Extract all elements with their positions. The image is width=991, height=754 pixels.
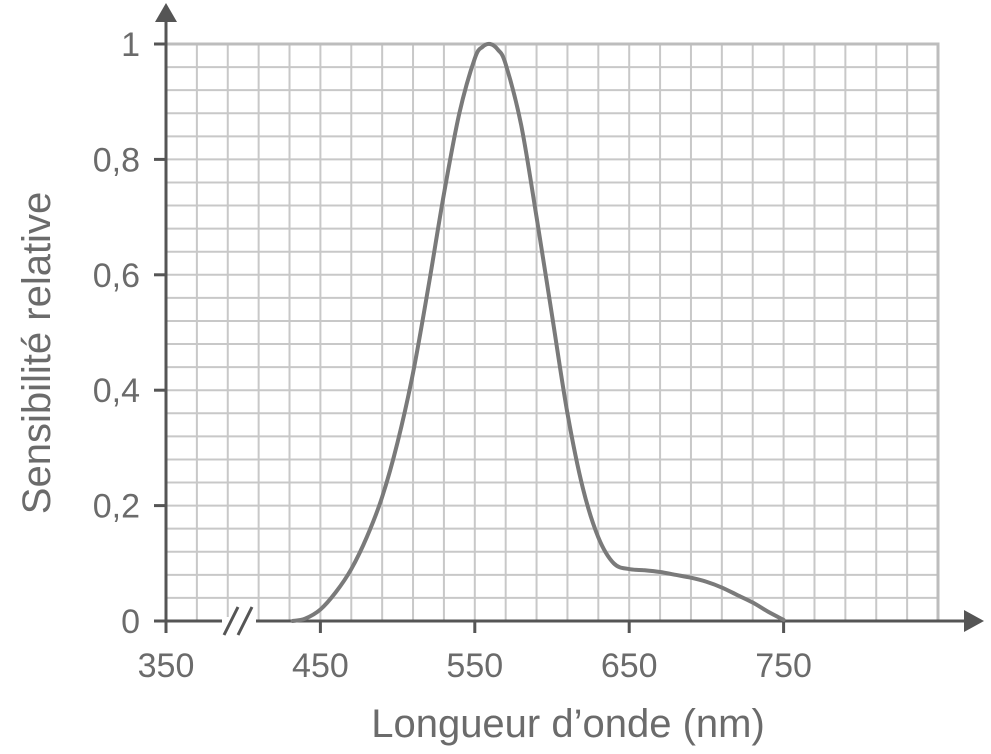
y-axis-title: Sensibilité relative [15,192,59,514]
axis-break-gap [222,617,256,625]
y-tick-label: 0,6 [93,257,140,295]
x-tick-label: 550 [446,647,503,685]
y-tick-label: 0,8 [93,141,140,179]
y-tick-label: 1 [121,26,140,64]
series [290,41,786,623]
y-tick-label: 0,4 [93,372,140,410]
axis-break-mark [222,606,240,636]
axes [155,3,984,636]
y-axis-arrow [155,3,177,22]
y-tick-label: 0,2 [93,488,140,526]
x-tick-label: 750 [755,647,812,685]
axis-break-mark [236,606,254,636]
x-axis-arrow [964,610,984,632]
sensitivity-curve [290,41,786,623]
x-axis-title: Longueur d’onde (nm) [371,702,765,746]
plot-border [164,42,940,623]
y-tick-label: 0 [121,603,140,641]
ticks: 350 450 550 650 750 0 0,2 0,4 0,6 0,8 1 [93,26,812,685]
x-tick-label: 450 [292,647,349,685]
x-tick-label: 650 [601,647,658,685]
grid [166,44,938,621]
x-tick-label: 350 [138,647,195,685]
